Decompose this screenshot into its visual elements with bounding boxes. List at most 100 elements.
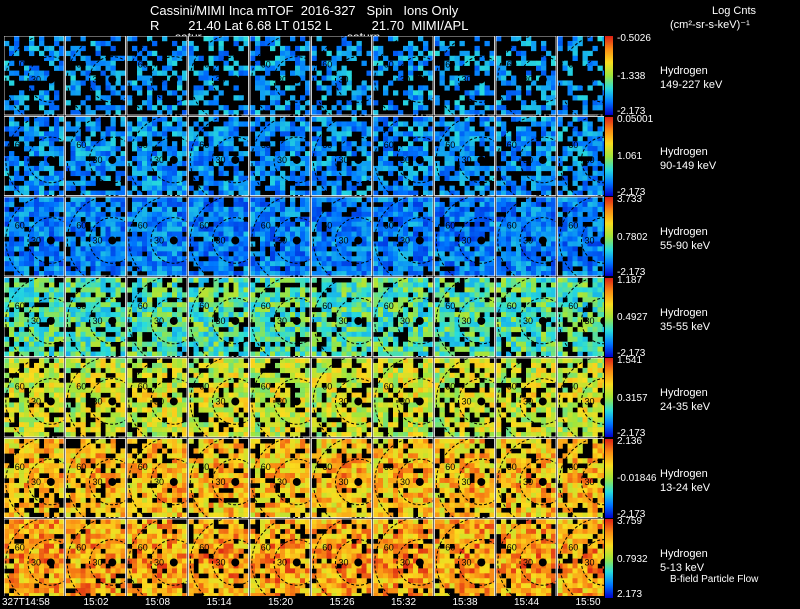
ring-label: 60 xyxy=(384,140,394,150)
colorbar xyxy=(605,116,613,196)
ring-label: 60 xyxy=(261,221,271,231)
ring-label: 60 xyxy=(384,301,394,311)
image-panel: 60 30 xyxy=(311,436,404,528)
image-panel: 60 30 xyxy=(4,36,97,125)
ring-label: 60 xyxy=(199,301,209,311)
ring-label: 60 xyxy=(445,60,455,70)
image-panel: 60 30 xyxy=(4,275,97,367)
ring-label: 60 xyxy=(507,382,517,392)
ring-label: 30 xyxy=(339,155,349,165)
image-panel: 60 30 xyxy=(4,436,97,528)
image-panel: 60 30 xyxy=(311,194,404,286)
row-species-label: Hydrogen 55-90 keV xyxy=(660,226,711,252)
image-panel: 60 30 xyxy=(434,275,527,367)
time-tick: 15:44 xyxy=(514,597,540,608)
colorbar-tick: -2.173 xyxy=(617,267,646,278)
ring-label: 60 xyxy=(15,382,25,392)
ring-label: 60 xyxy=(261,382,271,392)
image-panel: 60 30 xyxy=(188,436,281,528)
image-panel: 60 30 xyxy=(557,355,604,447)
ring-label: 60 xyxy=(507,60,517,70)
ring-label: 30 xyxy=(93,74,103,84)
ring-label: 60 xyxy=(507,140,517,150)
image-panel: 60 30 xyxy=(372,194,466,286)
image-panel: 60 30 xyxy=(249,275,343,367)
ring-label: 30 xyxy=(400,235,410,245)
ring-label: 30 xyxy=(523,477,533,487)
colorbar xyxy=(605,519,613,598)
ring-label: 30 xyxy=(339,74,349,84)
ring-label: 30 xyxy=(216,74,226,84)
ring-label: 30 xyxy=(216,477,226,487)
ring-label: 60 xyxy=(261,543,271,553)
ring-label: 60 xyxy=(384,382,394,392)
image-panel: 60 30 xyxy=(557,516,604,596)
ring-label: 60 xyxy=(138,221,148,231)
time-tick: 327T14:58 xyxy=(2,597,50,608)
colorbar xyxy=(605,36,613,115)
ring-label: 30 xyxy=(523,316,533,326)
ring-label: 30 xyxy=(154,557,164,567)
image-panel: 60 30 xyxy=(372,355,466,447)
row-species-label: Hydrogen 13-24 keV xyxy=(660,467,711,494)
image-panel: 60 30 xyxy=(557,36,604,125)
image-panel: 60 30 xyxy=(495,114,589,206)
image-panel: 60 30 xyxy=(188,194,281,286)
ring-label: 30 xyxy=(154,316,164,326)
ring-label: 60 xyxy=(568,60,578,70)
image-panel: 60 30 xyxy=(495,516,589,596)
ring-label: 30 xyxy=(277,235,287,245)
ring-label: 60 xyxy=(261,140,271,150)
image-panel: 60 30 xyxy=(372,114,466,206)
image-panel: 60 30 xyxy=(311,355,404,447)
time-tick: 15:08 xyxy=(145,597,171,608)
ring-label: 60 xyxy=(568,543,578,553)
ring-label: 60 xyxy=(261,301,271,311)
ring-label: 60 xyxy=(568,301,578,311)
ring-label: 30 xyxy=(216,155,226,165)
image-panel: 60 30 xyxy=(434,194,527,286)
ring-label: 60 xyxy=(568,140,578,150)
ring-label: 60 xyxy=(384,543,394,553)
ring-label: 30 xyxy=(523,235,533,245)
image-panel: 60 30 xyxy=(311,516,404,596)
time-tick: 15:26 xyxy=(329,597,355,608)
ring-label: 30 xyxy=(462,74,472,84)
ring-label: 60 xyxy=(138,543,148,553)
image-panel: 60 30 xyxy=(372,436,466,528)
ring-label: 30 xyxy=(400,155,410,165)
colorbar-tick: -1.338 xyxy=(617,70,646,82)
time-tick: 15:50 xyxy=(575,597,601,608)
ring-label: 30 xyxy=(277,316,287,326)
bfield-label: B-field Particle Flow xyxy=(670,574,759,585)
image-panel: 60 30 xyxy=(249,355,343,447)
image-panel: 60 30 xyxy=(557,436,604,528)
ring-label: 30 xyxy=(462,477,472,487)
image-panel: 60 30 xyxy=(249,36,343,125)
ring-label: 30 xyxy=(277,74,287,84)
row-species-label: Hydrogen 5-13 keV xyxy=(660,548,708,574)
image-panel: 60 30 xyxy=(126,194,220,286)
ring-label: 30 xyxy=(31,155,41,165)
image-panel: 60 30 xyxy=(126,114,220,206)
ring-label: 60 xyxy=(76,382,86,392)
ring-label: 30 xyxy=(93,396,103,406)
ring-label: 60 xyxy=(76,543,86,553)
ring-label: 60 xyxy=(322,462,332,472)
ring-label: 30 xyxy=(277,396,287,406)
ring-label: 60 xyxy=(445,301,455,311)
ring-label: 30 xyxy=(462,155,472,165)
ring-label: 60 xyxy=(76,60,86,70)
ring-label: 60 xyxy=(568,221,578,231)
ring-label: 60 xyxy=(199,462,209,472)
ring-label: 60 xyxy=(199,140,209,150)
ring-label: 30 xyxy=(93,477,103,487)
ring-label: 30 xyxy=(154,235,164,245)
time-tick: 15:38 xyxy=(452,597,478,608)
ring-label: 60 xyxy=(507,221,517,231)
image-panel: 60 30 xyxy=(495,275,589,367)
colorbar-tick: -0.01846 xyxy=(617,473,657,485)
image-panel: 60 30 xyxy=(311,275,404,367)
colorbar-tick: -2.173 xyxy=(617,428,646,439)
colorbar xyxy=(605,197,613,276)
